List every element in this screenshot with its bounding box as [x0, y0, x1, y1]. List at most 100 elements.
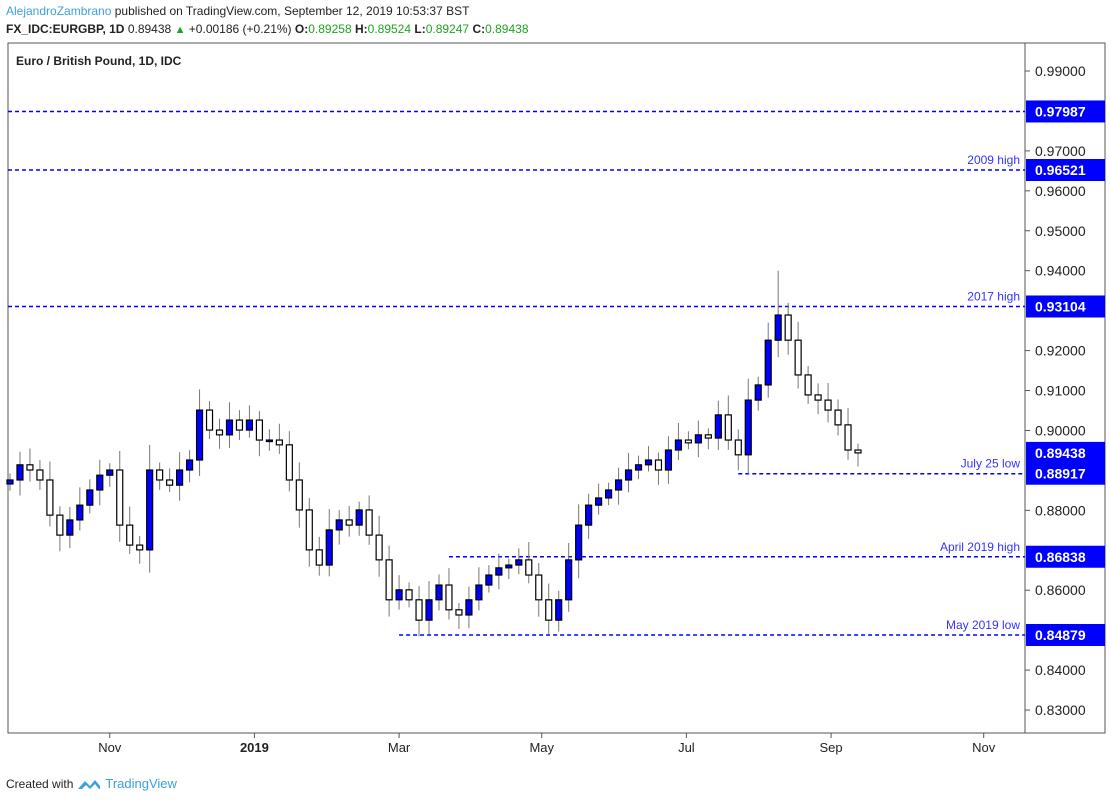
candle — [156, 462, 164, 490]
level-price-badge — [1026, 159, 1105, 182]
candle — [435, 574, 443, 611]
candle — [6, 473, 14, 491]
candle — [515, 548, 523, 575]
candle — [724, 395, 732, 450]
candle-body-down — [46, 479, 54, 516]
level-price-label: 0.97987 — [1035, 103, 1086, 119]
candle — [425, 581, 433, 635]
candle — [245, 405, 254, 438]
candle — [704, 428, 712, 450]
candle-body-down — [854, 449, 862, 454]
y-tick-label: 0.99000 — [1035, 63, 1086, 79]
candle — [265, 429, 273, 451]
candle-body-up — [604, 489, 613, 499]
candle-body-up — [435, 584, 443, 601]
candlestick-chart[interactable]: Euro / British Pound, 1D, IDC 0.99000 0.9… — [0, 0, 1110, 770]
author-link[interactable]: AlejandroZambrano — [6, 4, 112, 18]
candle-body-down — [156, 469, 164, 481]
candle — [126, 506, 134, 555]
candle-body-down — [824, 399, 832, 411]
candle — [395, 575, 403, 610]
candle — [166, 468, 174, 492]
candle — [345, 505, 353, 537]
candle-body-down — [784, 314, 792, 341]
candle-body-up — [6, 479, 14, 485]
candle-body-down — [804, 374, 812, 396]
candle — [614, 467, 623, 505]
candle-body-down — [126, 524, 134, 546]
candle — [495, 553, 503, 590]
candle — [585, 493, 593, 539]
close-label: C: — [472, 22, 486, 36]
level-price-label: 0.88917 — [1035, 466, 1086, 482]
candle-body-up — [565, 559, 573, 601]
close-value: 0.89438 — [485, 22, 529, 36]
published-text: published on TradingView.com, September … — [114, 4, 470, 18]
last-price: 0.89438 — [127, 22, 172, 36]
candle — [555, 590, 563, 632]
candle-body-up — [325, 529, 333, 566]
y-tick-label: 0.94000 — [1035, 263, 1086, 279]
candle — [26, 448, 34, 482]
candle-body-up — [694, 434, 702, 444]
level-label: 2009 high — [967, 153, 1020, 167]
candle — [225, 402, 234, 448]
candle — [734, 429, 742, 471]
candle-body-down — [535, 574, 543, 601]
candle-body-down — [545, 599, 553, 621]
level-label: 2017 high — [967, 289, 1020, 303]
candle — [315, 536, 323, 576]
y-tick-label: 0.86000 — [1035, 582, 1086, 598]
symbol-info: FX_IDC:EURGBP, 1D 0.89438 ▲ +0.00186 (+0… — [6, 22, 529, 36]
candle — [365, 495, 373, 545]
candle-body-down — [315, 549, 323, 566]
candle — [56, 506, 64, 552]
candle — [624, 452, 633, 493]
candle-body-up — [624, 469, 633, 481]
candle-body-up — [86, 489, 94, 506]
candle — [774, 270, 782, 358]
level-label: July 25 low — [961, 457, 1021, 471]
price-change: +0.00186 (+0.21%) — [188, 22, 292, 36]
low-label: L: — [414, 22, 426, 36]
candle — [485, 565, 493, 593]
candle — [255, 411, 264, 457]
y-tick-label: 0.95000 — [1035, 223, 1086, 239]
candle-body-up — [774, 314, 782, 341]
candle-body-down — [704, 434, 712, 439]
candle — [764, 322, 772, 398]
level-price-label: 0.84879 — [1035, 627, 1086, 643]
publish-info: AlejandroZambrano published on TradingVi… — [6, 4, 469, 18]
last-price-label: 0.89438 — [1035, 445, 1086, 461]
candle — [824, 383, 832, 423]
tradingview-link[interactable]: TradingView — [105, 776, 177, 791]
candle — [455, 603, 463, 629]
candle-body-down — [455, 609, 463, 616]
low-value: 0.89247 — [425, 22, 470, 36]
level-price-label: 0.86838 — [1035, 549, 1086, 565]
y-tick-label: 0.96000 — [1035, 183, 1086, 199]
candle — [505, 558, 513, 580]
candle-body-down — [834, 409, 842, 426]
candle — [804, 365, 812, 404]
candle — [66, 506, 74, 549]
candle — [445, 568, 453, 620]
candle-body-up — [664, 449, 673, 471]
tradingview-logo-icon — [78, 779, 101, 789]
candle — [525, 542, 533, 584]
candle — [714, 400, 722, 450]
candle — [834, 399, 842, 436]
x-tick-label: May — [529, 740, 554, 755]
candle-body-down — [684, 439, 692, 444]
candle-body-up — [245, 419, 254, 431]
chart-title: Euro / British Pound, 1D, IDC — [16, 54, 182, 68]
candle-body-down — [345, 519, 353, 526]
candle — [604, 482, 613, 506]
candle-body-down — [365, 509, 373, 536]
candle-body-up — [764, 339, 772, 386]
candle — [844, 407, 852, 460]
candle-body-down — [235, 419, 244, 431]
candle — [415, 585, 423, 637]
candle — [664, 436, 673, 484]
candle-body-down — [275, 439, 283, 446]
